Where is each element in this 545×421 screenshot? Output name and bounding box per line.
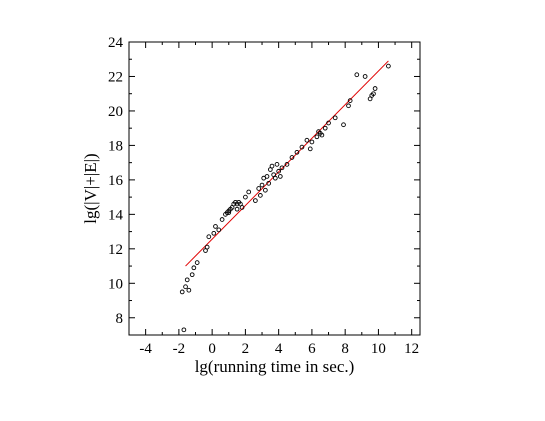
data-point: [258, 193, 263, 198]
y-axis-label: lg(|V|+|E|): [81, 153, 100, 223]
data-point: [269, 163, 275, 169]
data-point: [194, 260, 200, 265]
data-point: [386, 63, 391, 69]
y-tick-label: 14: [108, 207, 124, 223]
data-point: [256, 186, 262, 191]
data-point: [307, 146, 313, 152]
axis-ticks: [129, 41, 420, 336]
data-point: [332, 115, 338, 121]
x-tick-label: 2: [242, 341, 250, 357]
data-point: [186, 287, 192, 293]
data-point: [326, 120, 331, 126]
data-point: [371, 91, 376, 97]
data-point: [279, 165, 285, 171]
x-tick-label: 4: [275, 341, 283, 357]
data-point: [372, 86, 378, 91]
data-point: [259, 182, 265, 188]
data-point: [274, 162, 280, 167]
data-point: [309, 139, 315, 145]
x-tick-label: 6: [308, 341, 316, 357]
data-point: [263, 187, 268, 193]
data-point: [362, 74, 368, 79]
x-tick-label: 10: [371, 341, 386, 357]
data-point: [294, 149, 300, 155]
regression-line: [185, 60, 389, 267]
data-points-layer: [179, 63, 391, 333]
data-point: [216, 227, 222, 233]
data-point: [284, 162, 290, 167]
x-tick-label: 0: [208, 341, 216, 357]
data-point: [253, 198, 258, 203]
data-point: [239, 205, 245, 210]
y-tick-label: 10: [108, 276, 123, 292]
data-point: [179, 289, 185, 295]
y-tick-label: 20: [108, 104, 123, 120]
data-point: [347, 98, 353, 103]
data-point: [191, 265, 197, 271]
data-point: [204, 244, 210, 250]
data-point: [264, 174, 270, 179]
data-point: [266, 180, 272, 186]
data-point: [211, 230, 217, 236]
data-point: [184, 277, 190, 283]
data-point: [277, 174, 283, 179]
data-point: [234, 206, 240, 212]
y-tick-label: 24: [108, 35, 124, 51]
x-tick-label: 12: [404, 341, 419, 357]
x-tick-label: -4: [139, 341, 152, 357]
data-point: [272, 175, 278, 181]
data-point: [213, 224, 218, 229]
data-point: [219, 217, 225, 222]
x-tick-label: -2: [173, 341, 186, 357]
y-tick-label: 22: [108, 69, 123, 85]
data-point: [341, 122, 346, 128]
data-point: [316, 129, 321, 134]
data-point: [246, 189, 252, 195]
data-point: [314, 134, 320, 140]
data-point: [304, 137, 310, 143]
plot-frame: [128, 41, 421, 336]
y-tick-label: 16: [108, 173, 124, 189]
data-point: [319, 132, 325, 138]
data-point: [181, 327, 187, 333]
data-point: [243, 194, 248, 200]
data-point: [206, 234, 212, 240]
y-tick-label: 12: [108, 242, 123, 258]
data-point: [226, 210, 232, 215]
fit-line-layer: [185, 60, 389, 267]
x-axis-label: lg(running time in sec.): [195, 357, 355, 376]
y-tick-label: 8: [116, 311, 124, 327]
data-point: [189, 272, 195, 278]
data-point: [354, 72, 360, 78]
x-tick-label: 8: [341, 341, 349, 357]
data-point: [183, 284, 188, 290]
data-point: [289, 155, 295, 160]
data-point: [299, 144, 305, 150]
data-point: [322, 125, 328, 131]
y-tick-label: 18: [108, 138, 123, 154]
data-point: [346, 103, 351, 109]
data-point: [276, 168, 282, 174]
